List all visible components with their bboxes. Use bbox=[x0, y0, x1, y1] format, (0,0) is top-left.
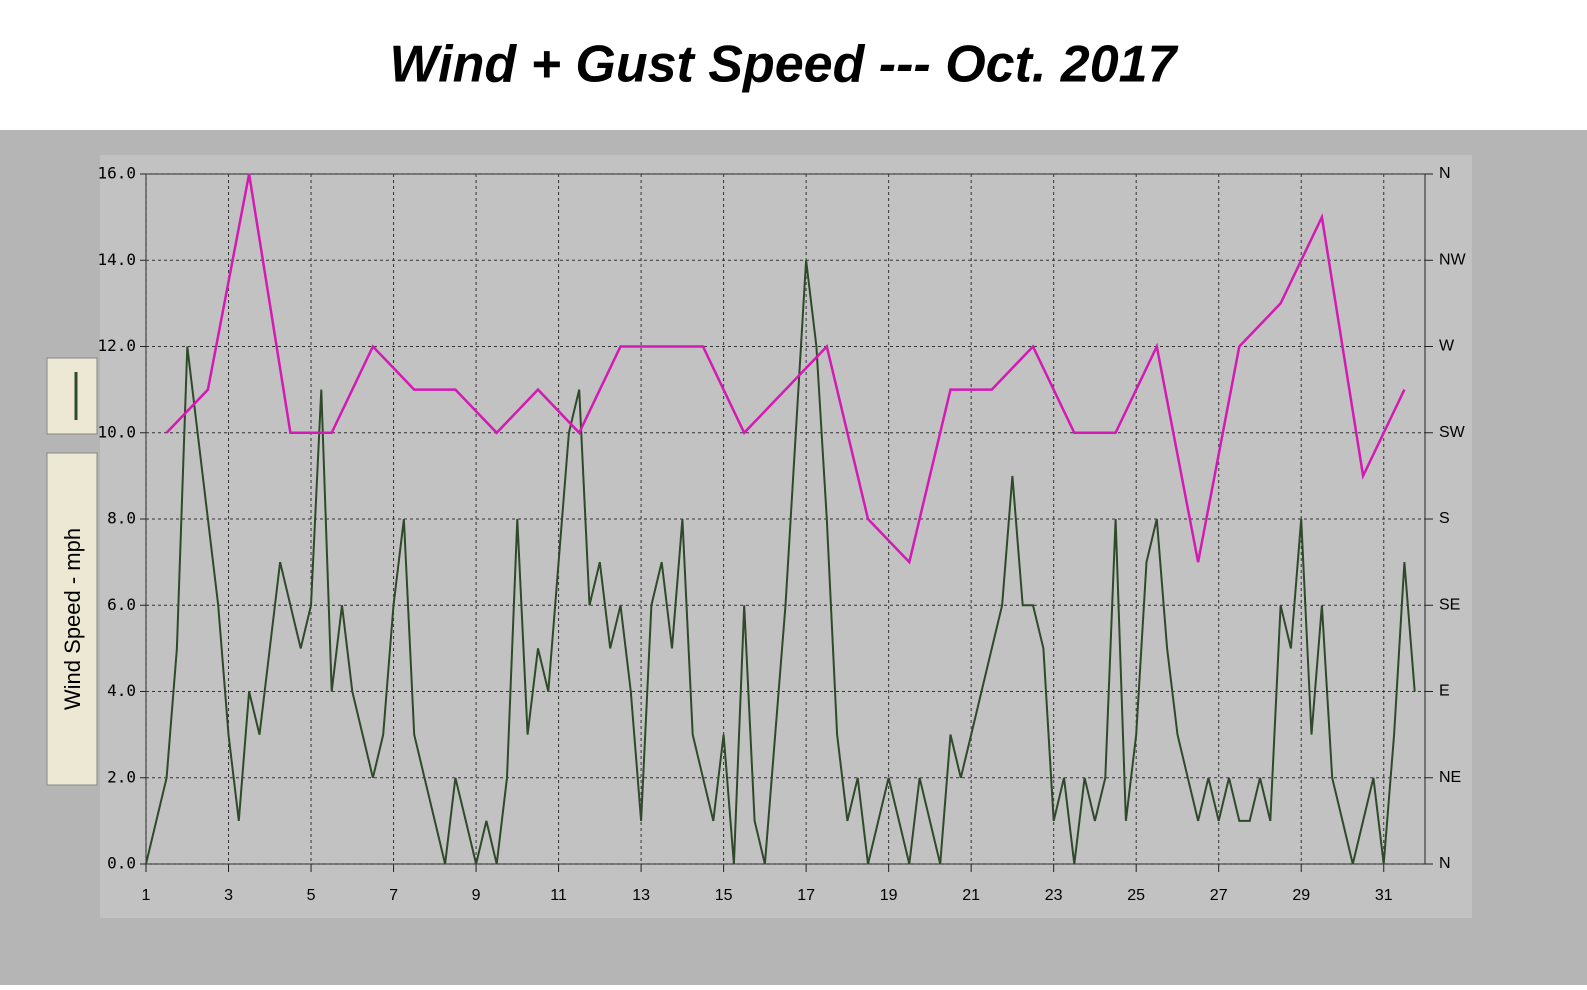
plot-panel bbox=[100, 155, 1472, 918]
y2-tick-label: N bbox=[1439, 165, 1451, 182]
y-tick-label: 4.0 bbox=[107, 681, 136, 700]
x-tick-label: 21 bbox=[962, 887, 980, 904]
x-tick-label: 11 bbox=[550, 887, 567, 904]
x-tick-label: 31 bbox=[1375, 887, 1393, 904]
y2-tick-label: E bbox=[1439, 683, 1450, 700]
y-tick-label: 14.0 bbox=[97, 250, 136, 269]
y-tick-label: 16.0 bbox=[97, 164, 136, 183]
x-tick-label: 9 bbox=[472, 887, 481, 904]
label-box bbox=[46, 452, 98, 786]
y-tick-label: 0.0 bbox=[107, 854, 136, 873]
x-tick-label: 29 bbox=[1292, 887, 1310, 904]
y2-tick-label: W bbox=[1439, 338, 1455, 355]
x-tick-label: 23 bbox=[1045, 887, 1063, 904]
direction-line bbox=[165, 173, 1406, 565]
y2-tick-label: N bbox=[1439, 855, 1451, 872]
wind-line bbox=[145, 260, 1416, 865]
y2-tick-label: NW bbox=[1439, 251, 1467, 268]
y2-tick-label: SW bbox=[1439, 424, 1466, 441]
x-tick-label: 25 bbox=[1127, 887, 1145, 904]
y-tick-label: 6.0 bbox=[107, 595, 136, 614]
x-tick-label: 19 bbox=[880, 887, 898, 904]
y-tick-label: 10.0 bbox=[97, 422, 136, 441]
x-tick-label: 7 bbox=[389, 887, 398, 904]
legend-box bbox=[46, 357, 98, 435]
x-tick-label: 13 bbox=[632, 887, 650, 904]
chart-title: Wind + Gust Speed --- Oct. 2017 bbox=[390, 36, 1179, 94]
y2-tick-label: SE bbox=[1439, 596, 1460, 613]
x-tick-label: 1 bbox=[142, 887, 151, 904]
x-tick-label: 17 bbox=[797, 887, 815, 904]
y-tick-label: 2.0 bbox=[107, 767, 136, 786]
y-tick-label: 12.0 bbox=[97, 336, 136, 355]
y-axis-label: Wind Speed - mph bbox=[60, 528, 85, 710]
x-tick-label: 5 bbox=[307, 887, 316, 904]
y2-tick-label: NE bbox=[1439, 769, 1461, 786]
y-tick-label: 8.0 bbox=[107, 509, 136, 528]
x-tick-label: 15 bbox=[715, 887, 733, 904]
y2-tick-label: S bbox=[1439, 510, 1450, 527]
x-tick-label: 3 bbox=[224, 887, 233, 904]
x-tick-label: 27 bbox=[1210, 887, 1228, 904]
